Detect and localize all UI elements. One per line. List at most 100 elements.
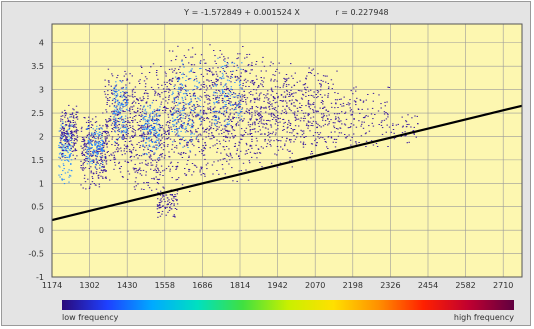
scatter-point	[100, 144, 102, 146]
scatter-point	[350, 123, 352, 125]
scatter-point	[114, 141, 116, 143]
scatter-point	[282, 148, 284, 150]
scatter-point	[202, 150, 205, 152]
scatter-point	[135, 115, 137, 117]
scatter-point	[213, 81, 215, 83]
scatter-point	[245, 85, 247, 87]
scatter-point	[190, 109, 192, 111]
scatter-point	[172, 108, 174, 110]
scatter-point	[80, 128, 83, 130]
scatter-point	[156, 115, 158, 117]
scatter-point	[250, 133, 253, 134]
scatter-point	[199, 68, 201, 70]
scatter-point	[210, 87, 212, 89]
scatter-point	[185, 90, 188, 92]
scatter-point	[158, 202, 161, 203]
scatter-point	[274, 86, 277, 88]
scatter-point	[212, 111, 215, 112]
scatter-point	[229, 103, 231, 105]
scatter-point	[213, 111, 216, 113]
scatter-point	[156, 178, 159, 180]
scatter-point	[179, 143, 181, 145]
scatter-point	[220, 84, 222, 86]
scatter-point	[113, 157, 115, 159]
scatter-point	[109, 120, 111, 122]
scatter-point	[113, 91, 116, 93]
scatter-point	[190, 141, 192, 143]
scatter-point	[219, 71, 221, 73]
scatter-point	[365, 146, 367, 147]
scatter-point	[106, 151, 108, 153]
scatter-point	[144, 92, 146, 94]
regression-line	[51, 104, 523, 222]
scatter-point	[276, 139, 278, 141]
scatter-point	[91, 181, 94, 183]
scatter-point	[247, 64, 249, 66]
scatter-point	[87, 137, 90, 139]
scatter-point	[227, 57, 229, 59]
scatter-point	[228, 90, 231, 91]
scatter-point	[190, 127, 192, 129]
scatter-point	[285, 79, 288, 81]
scatter-point	[226, 86, 228, 88]
scatter-point	[64, 116, 66, 118]
scatter-point	[154, 130, 156, 132]
scatter-point	[154, 123, 156, 124]
scatter-point	[314, 132, 317, 134]
scatter-point	[317, 90, 320, 92]
scatter-point	[207, 135, 210, 137]
scatter-point	[85, 143, 87, 145]
scatter-point	[221, 89, 224, 91]
scatter-point	[65, 124, 67, 125]
scatter-point	[170, 161, 173, 163]
scatter-point	[227, 124, 229, 126]
scatter-point	[101, 176, 104, 178]
scatter-point	[166, 137, 168, 139]
scatter-point	[273, 107, 275, 109]
scatter-point	[156, 161, 158, 163]
scatter-point	[338, 113, 340, 115]
scatter-point	[121, 126, 124, 128]
scatter-point	[182, 100, 184, 102]
scatter-point	[152, 127, 154, 129]
scatter-point	[153, 119, 155, 121]
scatter-point	[256, 140, 258, 142]
scatter-point	[166, 86, 168, 88]
scatter-point	[198, 147, 200, 148]
scatter-point	[372, 92, 375, 94]
scatter-point	[68, 123, 71, 125]
scatter-point	[290, 110, 292, 112]
scatter-point	[105, 140, 107, 142]
scatter-point	[238, 144, 240, 146]
scatter-point	[224, 158, 226, 160]
scatter-point	[179, 138, 182, 140]
scatter-point	[325, 141, 327, 143]
scatter-point	[274, 116, 277, 118]
scatter-point	[101, 135, 103, 136]
scatter-point	[168, 199, 170, 201]
scatter-point	[296, 132, 298, 134]
scatter-point	[240, 68, 242, 70]
scatter-point	[116, 108, 118, 110]
scatter-point	[249, 145, 251, 147]
scatter-point	[212, 67, 214, 69]
scatter-point	[124, 70, 126, 72]
scatter-point	[273, 109, 276, 110]
scatter-point	[70, 131, 73, 133]
scatter-point	[231, 94, 233, 95]
scatter-point	[392, 123, 394, 125]
scatter-point	[156, 139, 158, 141]
scatter-point	[282, 118, 285, 120]
scatter-point	[107, 131, 109, 133]
scatter-point	[145, 160, 147, 162]
scatter-point	[84, 167, 87, 169]
scatter-point	[90, 170, 92, 172]
scatter-point	[152, 99, 155, 101]
scatter-point	[212, 116, 214, 118]
scatter-point	[84, 174, 86, 176]
scatter-point	[73, 134, 75, 136]
scatter-point	[147, 184, 149, 186]
scatter-point	[100, 147, 103, 149]
scatter-point	[126, 109, 128, 111]
scatter-point	[236, 58, 238, 60]
